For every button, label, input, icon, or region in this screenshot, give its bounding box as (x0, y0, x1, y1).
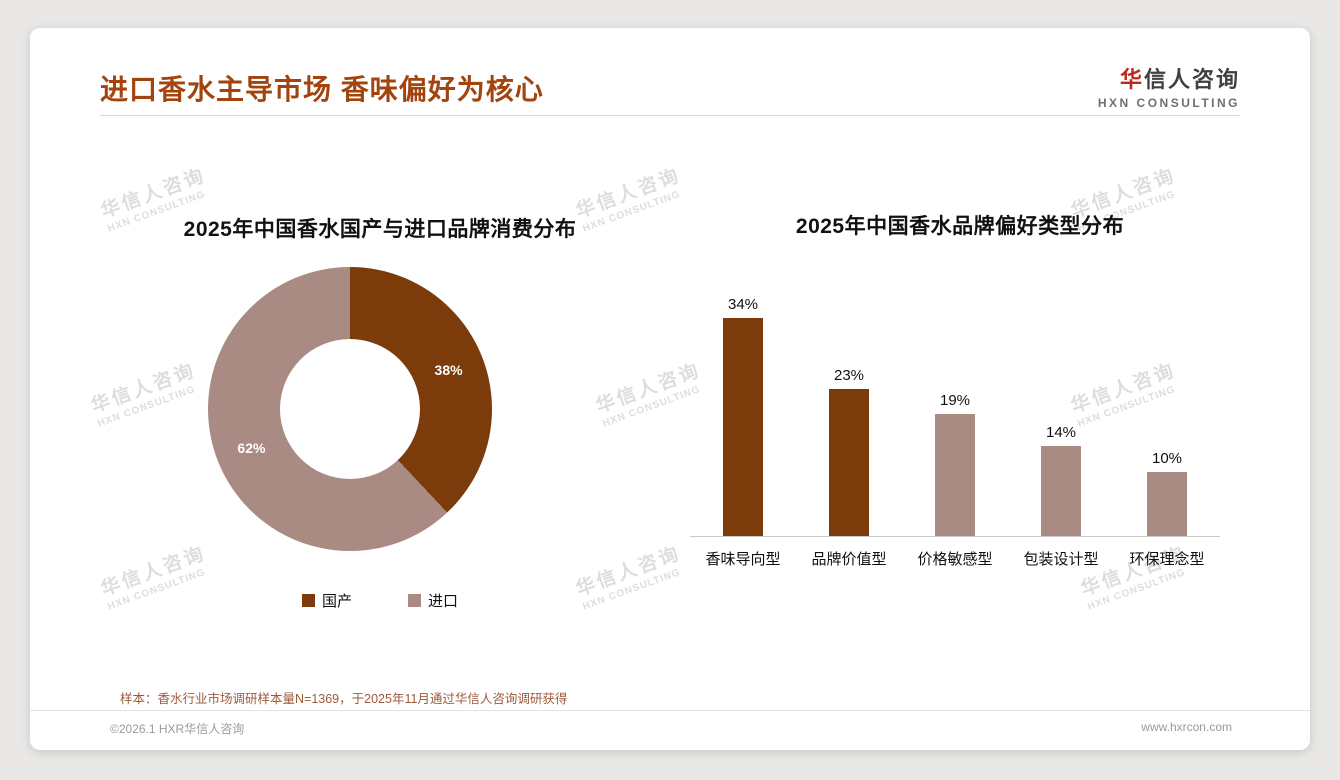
legend-item: 国产 (301, 590, 352, 611)
bar-value-label: 34% (727, 296, 759, 314)
title-divider (100, 115, 1240, 116)
bar-column: 14% (1008, 424, 1114, 536)
x-axis-line (690, 536, 1220, 537)
bar (935, 414, 975, 536)
bar-category-label: 环保理念型 (1129, 551, 1205, 568)
donut-chart-title: 2025年中国香水国产与进口品牌消费分布 (183, 218, 577, 241)
logo-text-en: HXN CONSULTING (1097, 96, 1240, 110)
footer-copyright: ©2026.1 HXR华信人咨询 (110, 722, 245, 736)
bar-category-label: 品牌价值型 (811, 551, 887, 568)
bar (723, 318, 763, 536)
logo-accent-char: 华 (1119, 67, 1144, 92)
page-title: 进口香水主导市场 香味偏好为核心 (100, 74, 544, 105)
watermark-text-zh: 华信人咨询 (88, 360, 199, 418)
bar (829, 388, 869, 536)
donut-legend: 国产 进口 (100, 590, 660, 611)
legend-label: 国产 (321, 593, 352, 610)
bar-value-label: 19% (939, 392, 971, 410)
watermark: 华信人咨询 HXN CONSULTING (87, 355, 204, 430)
bar-value-label: 10% (1151, 450, 1183, 467)
bar-column: 34% (690, 296, 796, 536)
footer-website: www.hxrcon.com (1141, 720, 1232, 734)
sample-note: 样本：香水行业市场调研样本量N=1369，于2025年11月通过华信人咨询调研获… (120, 692, 568, 706)
donut-slice-label: 38% (434, 361, 463, 378)
bar-category-label: 包装设计型 (1023, 551, 1099, 568)
watermark-text-en: HXN CONSULTING (1086, 566, 1188, 613)
logo-rest-chars: 信人咨询 (1143, 67, 1240, 92)
donut-hole (280, 339, 420, 479)
bar-chart: 34% 23% 19% 14% 10% 香味导向型 品牌价值型 价格敏感型 包装设计型 环保理念… (690, 268, 1220, 569)
bar-column: 10% (1114, 450, 1220, 536)
bar-category-label: 价格敏感型 (917, 551, 993, 568)
bar (1147, 472, 1187, 536)
legend-swatch (301, 594, 315, 607)
bar-chart-title: 2025年中国香水品牌偏好类型分布 (795, 215, 1125, 238)
logo-text-zh: 华信人咨询 (1098, 62, 1240, 94)
bar-column: 19% (902, 392, 1008, 536)
bar-value-label: 14% (1045, 424, 1077, 442)
bar (1041, 446, 1081, 536)
footer-divider (30, 710, 1310, 711)
company-logo: 华信人咨询 HXN CONSULTING (1098, 62, 1240, 110)
watermark-text-en: HXN CONSULTING (96, 383, 198, 430)
legend-label: 进口 (428, 593, 459, 610)
bars-row: 34% 23% 19% 14% 10% (690, 268, 1220, 536)
watermark-text-zh: 华信人咨询 (593, 360, 704, 418)
donut-chart: 38% 62% (208, 267, 492, 551)
slide-card: 华信人咨询 HXN CONSULTING 华信人咨询 HXN CONSULTING 华信… (30, 28, 1310, 750)
legend-swatch (408, 594, 421, 607)
category-labels: 香味导向型 品牌价值型 价格敏感型 包装设计型 环保理念型 (690, 548, 1220, 569)
bar-category-label: 香味导向型 (705, 551, 781, 568)
bar-value-label: 23% (833, 366, 865, 384)
legend-item: 进口 (408, 590, 458, 611)
donut-slice-label: 62% (237, 440, 266, 457)
bar-column: 23% (796, 367, 902, 536)
